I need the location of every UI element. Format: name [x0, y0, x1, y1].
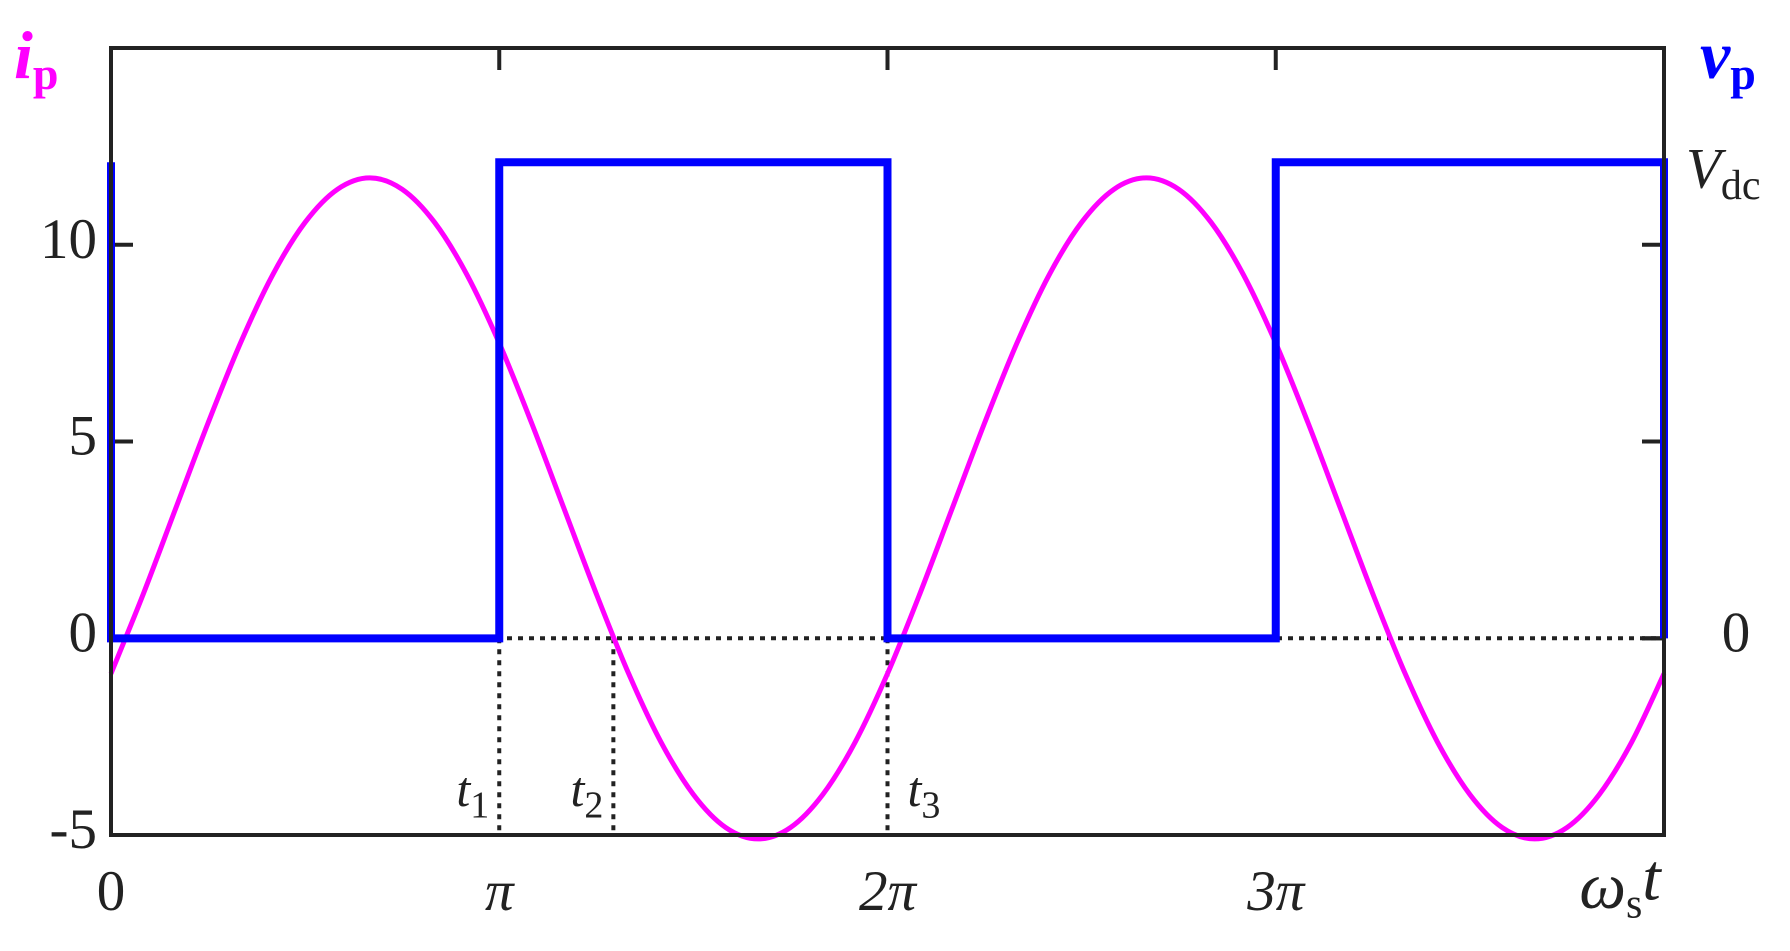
y-tick-label: 5: [69, 405, 98, 468]
marker-label: t3: [908, 761, 941, 826]
series-name: vp: [1700, 17, 1756, 99]
y-tick-label: 0: [69, 601, 98, 664]
x-axis-label: ωst: [1579, 842, 1662, 928]
marker-label: t2: [570, 761, 603, 826]
y2-tick-label: 0: [1722, 601, 1751, 664]
x-tick-label: 2π: [859, 860, 918, 923]
y-tick-label: -5: [50, 798, 97, 861]
x-tick-label: π: [485, 860, 515, 923]
x-tick-label: 0: [97, 860, 126, 923]
series-name: ip: [14, 17, 59, 99]
series-line: [108, 175, 1667, 842]
marker-label: t1: [456, 761, 489, 826]
y2-tick-label: Vdc: [1686, 137, 1760, 208]
y-tick-label: 10: [40, 208, 97, 271]
x-tick-label: 3π: [1246, 860, 1306, 923]
plot-frame: [109, 46, 1666, 837]
series-line: [107, 158, 1668, 643]
